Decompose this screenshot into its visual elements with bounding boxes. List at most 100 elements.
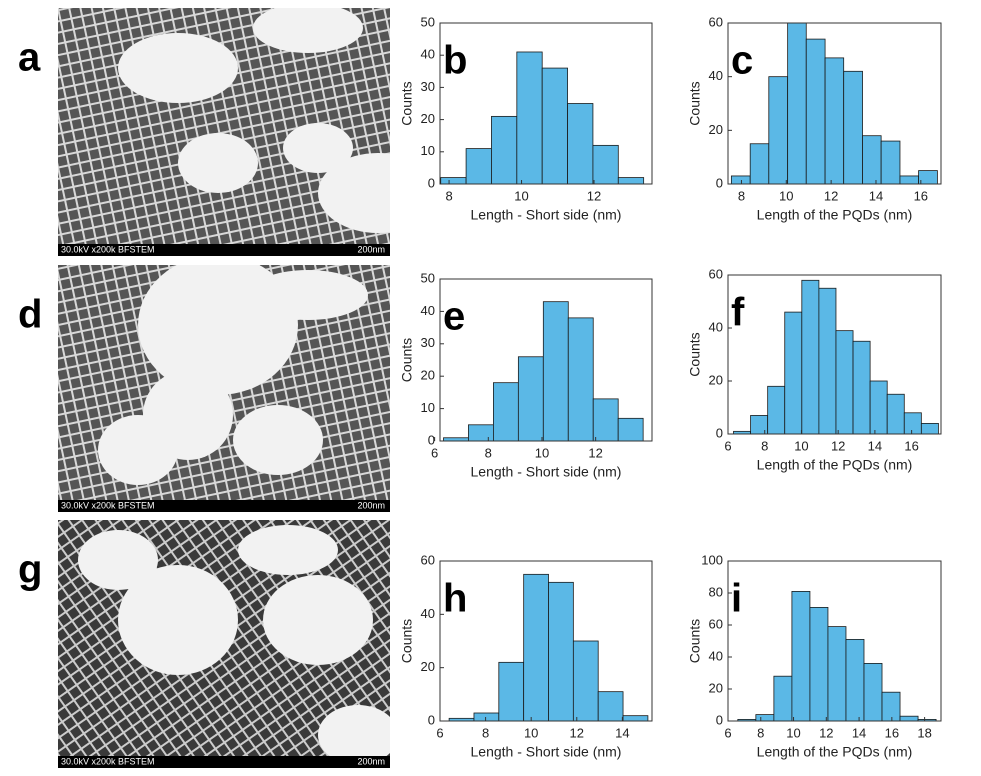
bar xyxy=(592,144,619,185)
y-tick-label: 10 xyxy=(421,400,435,415)
micrograph: 30.0kV x200k BFSTEM 200nm xyxy=(58,265,390,512)
bar xyxy=(835,330,854,435)
bar xyxy=(548,581,574,722)
y-axis-label: Counts xyxy=(687,619,703,663)
bar xyxy=(880,140,901,185)
bar xyxy=(597,691,624,722)
scale-label: 200nm xyxy=(357,244,385,254)
panel-letter: a xyxy=(18,36,41,80)
x-tick-label: 10 xyxy=(786,725,800,740)
y-tick-label: 40 xyxy=(421,606,435,621)
bar xyxy=(791,591,811,722)
panel-letter: f xyxy=(731,291,745,335)
bar xyxy=(730,175,751,185)
y-tick-label: 40 xyxy=(709,648,723,663)
y-tick-label: 40 xyxy=(421,303,435,318)
panel-letter: g xyxy=(18,548,42,592)
x-tick-label: 14 xyxy=(869,188,883,203)
caption-bar xyxy=(58,244,390,256)
x-tick-label: 6 xyxy=(436,725,443,740)
bar xyxy=(801,279,820,435)
x-tick-label: 10 xyxy=(524,725,538,740)
y-tick-label: 20 xyxy=(421,111,435,126)
x-tick-label: 6 xyxy=(724,725,731,740)
panel-letter: c xyxy=(731,39,753,83)
x-tick-label: 10 xyxy=(779,188,793,203)
bar xyxy=(827,626,847,722)
y-tick-label: 30 xyxy=(421,335,435,350)
bar xyxy=(784,311,803,435)
plot-frame xyxy=(439,22,653,185)
x-axis-label: Length - Short side (nm) xyxy=(471,464,622,480)
empty-region xyxy=(283,123,353,173)
x-tick-label: 8 xyxy=(445,188,452,203)
x-tick-label: 8 xyxy=(757,725,764,740)
bar xyxy=(592,398,619,442)
empty-region xyxy=(78,530,158,590)
micrograph-content xyxy=(58,520,390,768)
bar xyxy=(567,103,594,185)
bar xyxy=(541,67,568,185)
bar xyxy=(809,607,829,722)
x-tick-label: 12 xyxy=(831,438,845,453)
empty-region xyxy=(178,133,258,193)
x-tick-label: 10 xyxy=(794,438,808,453)
bar xyxy=(818,287,837,435)
x-tick-label: 8 xyxy=(482,725,489,740)
panel-letter: b xyxy=(443,39,467,83)
bar xyxy=(863,663,883,722)
y-axis-label: Counts xyxy=(399,619,415,663)
bar xyxy=(918,170,938,185)
empty-region xyxy=(118,33,238,103)
bar xyxy=(567,317,594,442)
bar xyxy=(899,175,919,185)
x-tick-label: 6 xyxy=(724,438,731,453)
bar xyxy=(869,380,888,435)
bar xyxy=(843,70,863,185)
y-tick-label: 100 xyxy=(701,552,723,567)
bar xyxy=(622,715,649,722)
plot-frame xyxy=(439,278,653,442)
y-tick-label: 60 xyxy=(709,616,723,631)
bar xyxy=(899,715,919,722)
empty-region xyxy=(318,705,390,765)
empty-region xyxy=(318,153,390,233)
x-tick-label: 12 xyxy=(588,445,602,460)
empty-region xyxy=(263,575,373,665)
caption-bar xyxy=(58,500,390,512)
bar xyxy=(824,57,845,185)
y-axis-label: Counts xyxy=(399,81,415,125)
y-tick-label: 0 xyxy=(716,175,723,190)
bar xyxy=(516,51,543,185)
bar xyxy=(440,177,467,185)
caption: 30.0kV x200k BFSTEM xyxy=(61,756,155,766)
panel-letter: i xyxy=(731,577,742,621)
x-tick-label: 8 xyxy=(738,188,745,203)
x-tick-label: 14 xyxy=(615,725,629,740)
x-tick-label: 16 xyxy=(885,725,899,740)
bar xyxy=(768,76,789,185)
x-tick-label: 8 xyxy=(485,445,492,460)
y-tick-label: 30 xyxy=(421,79,435,94)
y-tick-label: 40 xyxy=(421,47,435,62)
caption-bar xyxy=(58,756,390,768)
bar xyxy=(517,356,544,442)
empty-region xyxy=(253,8,363,53)
bar xyxy=(465,148,492,185)
y-tick-label: 20 xyxy=(421,368,435,383)
empty-region xyxy=(238,525,338,575)
bar xyxy=(542,301,569,442)
y-tick-label: 0 xyxy=(428,712,435,727)
bar xyxy=(920,422,939,435)
y-tick-label: 40 xyxy=(709,68,723,83)
y-axis-label: Counts xyxy=(687,81,703,125)
bar xyxy=(755,714,775,722)
x-tick-label: 18 xyxy=(917,725,931,740)
y-tick-label: 10 xyxy=(421,143,435,158)
x-tick-label: 12 xyxy=(587,188,601,203)
bar xyxy=(523,573,549,722)
x-tick-label: 14 xyxy=(852,725,866,740)
micrograph: 30.0kV x200k BFSTEM 200nm xyxy=(58,8,390,256)
y-tick-label: 60 xyxy=(421,552,435,567)
empty-region xyxy=(143,370,233,460)
